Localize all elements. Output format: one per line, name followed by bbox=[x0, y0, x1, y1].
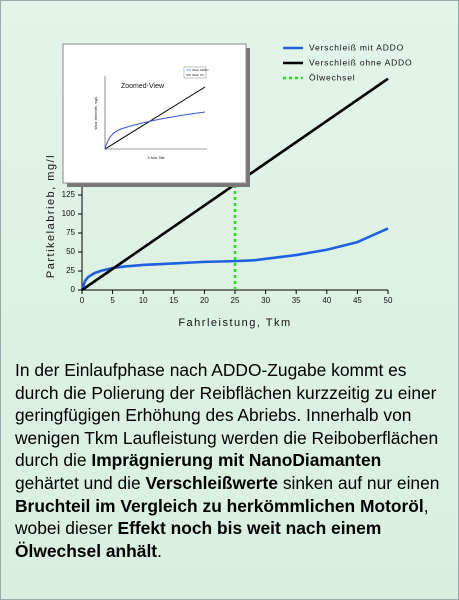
chart: 051015202530354045500255075100125150Fahr… bbox=[45, 42, 412, 329]
y-tick-label: 50 bbox=[66, 247, 75, 256]
x-tick-label: 10 bbox=[139, 296, 148, 305]
text: . bbox=[157, 540, 162, 561]
bold-text: Verschleißwerte bbox=[145, 472, 278, 493]
bold-text: Imprägnierung mit NanoDiamanten bbox=[91, 450, 382, 471]
y-tick-label: 75 bbox=[66, 228, 75, 237]
text: gehärtet und die bbox=[15, 472, 146, 493]
bold-text: Effekt noch bis weit nach einem Ölwechse… bbox=[15, 518, 382, 561]
y-tick-label: 0 bbox=[71, 285, 76, 294]
text: sinken auf nur einen bbox=[277, 472, 440, 493]
y-axis-label: Partikelabrieb, mg/l bbox=[45, 154, 57, 278]
x-tick-label: 30 bbox=[261, 296, 270, 305]
legend-label: Ölwechsel bbox=[309, 72, 355, 82]
y-tick-label: 25 bbox=[66, 266, 75, 275]
x-tick-label: 5 bbox=[110, 296, 115, 305]
x-tick-label: 45 bbox=[353, 296, 362, 305]
inset-x-label: X Axis Title bbox=[147, 156, 164, 160]
legend-label: Verschleiß mit ADDO bbox=[309, 42, 404, 52]
x-tick-label: 0 bbox=[80, 296, 85, 305]
inset-frame bbox=[62, 43, 247, 184]
paragraph: In der Einlaufphase nach ADDO-Zugabe kom… bbox=[15, 359, 447, 562]
x-tick-label: 15 bbox=[169, 296, 178, 305]
inset: Zoomed-View X Axis Title Wear elements, mg… bbox=[62, 43, 250, 187]
inset-blue-line bbox=[104, 111, 206, 150]
x-tick-label: 50 bbox=[384, 296, 393, 305]
x-axis-label: Fahrleistung, Tkm bbox=[178, 317, 291, 329]
inset-legend-box bbox=[183, 66, 207, 79]
bold-text: Bruchteil im Vergleich zu herkömmlichen … bbox=[15, 495, 424, 516]
inset-title: Zoomed-View bbox=[121, 83, 165, 90]
x-tick-label: 35 bbox=[292, 296, 301, 305]
x-tick-label: 25 bbox=[231, 296, 240, 305]
y-tick-label: 125 bbox=[62, 190, 76, 199]
inset-legend-label: Wear ADDO bbox=[192, 68, 209, 72]
inset-black-line bbox=[104, 86, 206, 150]
text: , wobei dieser bbox=[15, 495, 429, 539]
x-tick-label: 20 bbox=[200, 296, 209, 305]
legend-label: Verschleiß ohne ADDO bbox=[309, 57, 412, 67]
y-tick-label: 100 bbox=[62, 209, 76, 218]
line-0 bbox=[80, 227, 389, 291]
inset-legend-label: Wear Oil bbox=[192, 73, 204, 77]
text: In der Einlaufphase nach ADDO-Zugabe kom… bbox=[15, 360, 439, 471]
x-tick-label: 40 bbox=[322, 296, 331, 305]
inset-y-label: Wear elements, mg/L bbox=[94, 96, 98, 129]
